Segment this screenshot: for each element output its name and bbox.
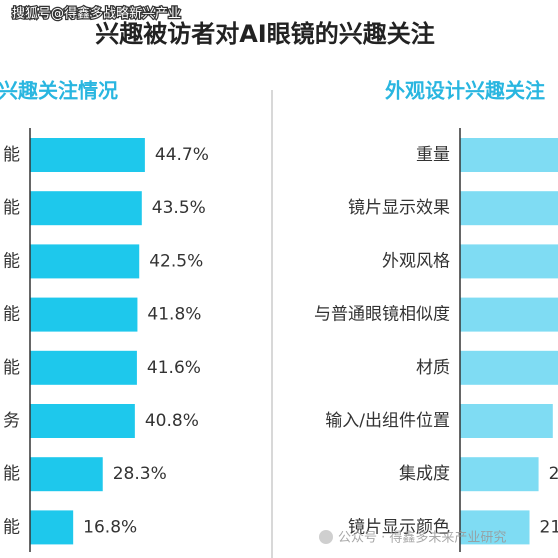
- bar: [460, 350, 558, 385]
- value-label: 41.6%: [147, 358, 201, 378]
- panel-title: 外观设计兴趣关注: [385, 79, 545, 103]
- value-label: 44.7%: [155, 145, 209, 165]
- value-label: 43.5%: [152, 198, 206, 218]
- category-label: 输入/出组件位置: [325, 411, 450, 431]
- category-label: 能: [3, 358, 20, 378]
- value-label: 42.5%: [149, 251, 203, 271]
- value-label: 41.8%: [147, 305, 201, 325]
- category-label: 务: [3, 411, 20, 431]
- bar: [460, 510, 530, 545]
- category-label: 外观风格: [382, 251, 450, 271]
- category-label: 能: [3, 517, 20, 537]
- bar: [460, 457, 539, 492]
- bar: [30, 297, 138, 332]
- category-label: 能: [3, 251, 20, 271]
- bar: [460, 191, 558, 226]
- value-label: 40.8%: [145, 411, 199, 431]
- value-label: 28.3%: [113, 464, 167, 484]
- bar: [30, 404, 135, 438]
- bar: [30, 510, 74, 545]
- category-label: 与普通眼镜相似度: [314, 305, 450, 325]
- category-label: 能: [3, 198, 20, 218]
- watermark: 公众号 · 得鑫多未来产业研究: [338, 530, 506, 546]
- bar: [30, 244, 140, 279]
- category-label: 重量: [416, 145, 450, 165]
- bar: [460, 297, 558, 332]
- bar: [30, 457, 103, 492]
- category-label: 镜片显示颜色: [348, 517, 450, 537]
- bar: [460, 244, 558, 279]
- watermark-icon: [319, 530, 333, 544]
- panel-title: 兴趣关注情况: [0, 79, 118, 103]
- category-label: 能: [3, 464, 20, 484]
- category-label: 能: [3, 305, 20, 325]
- value-label: 16.8%: [83, 517, 137, 537]
- category-label: 镜片显示效果: [348, 198, 450, 218]
- category-label: 材质: [416, 358, 450, 378]
- value-label: 21.5%: [540, 517, 558, 537]
- chart-title: 兴趣被访者对AI眼镜的兴趣关注: [95, 20, 435, 48]
- category-label: 能: [3, 145, 20, 165]
- category-label: 集成度: [399, 464, 450, 484]
- bar: [460, 404, 553, 438]
- watermark: 搜狐号@得鑫多战略新兴产业: [12, 6, 181, 22]
- value-label: 24.3%: [549, 464, 558, 484]
- bar: [30, 350, 137, 385]
- bar: [460, 138, 558, 172]
- bar: [30, 138, 145, 172]
- bar: [30, 191, 142, 226]
